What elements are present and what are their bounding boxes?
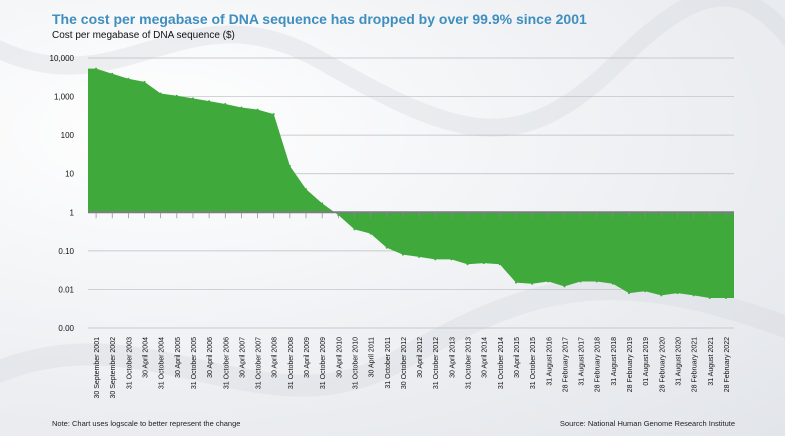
data-point bbox=[482, 262, 485, 265]
data-point bbox=[272, 113, 275, 116]
x-tick-label: 30 April 2010 bbox=[336, 337, 343, 378]
data-point bbox=[321, 202, 324, 205]
x-tick-label: 31 August 2018 bbox=[611, 337, 618, 386]
chart-source: Source: National Human Genome Research I… bbox=[559, 419, 735, 428]
data-point bbox=[191, 97, 194, 100]
x-tick-label: 28 February 2018 bbox=[595, 337, 602, 392]
x-tick-label: 31 October 2007 bbox=[256, 337, 263, 389]
x-tick-label: 31 October 2014 bbox=[498, 337, 505, 389]
cost-area bbox=[88, 68, 734, 298]
data-point bbox=[143, 80, 146, 83]
data-point bbox=[531, 282, 534, 285]
x-tick-label: 31 October 2005 bbox=[191, 337, 198, 389]
data-point bbox=[369, 232, 372, 235]
data-point bbox=[563, 285, 566, 288]
x-tick-label: 28 February 2021 bbox=[692, 337, 699, 392]
x-tick-label: 28 February 2019 bbox=[627, 337, 634, 392]
y-tick-label: 1 bbox=[70, 208, 75, 217]
x-tick-label: 30 April 2007 bbox=[239, 337, 246, 378]
x-tick-label: 31 August 2021 bbox=[708, 337, 715, 386]
data-point bbox=[385, 246, 388, 249]
data-point bbox=[401, 253, 404, 256]
data-point bbox=[547, 280, 550, 283]
x-tick-label: 30 April 2005 bbox=[175, 337, 182, 378]
data-point bbox=[676, 292, 679, 295]
data-point bbox=[256, 108, 259, 111]
data-point bbox=[159, 92, 162, 95]
x-tick-label: 31 October 2009 bbox=[320, 337, 327, 389]
data-point bbox=[724, 296, 727, 299]
x-tick-label: 31 October 2004 bbox=[159, 337, 166, 389]
y-axis-label: Cost per megabase of DNA sequence ($) bbox=[52, 30, 235, 41]
chart-title: The cost per megabase of DNA sequence ha… bbox=[52, 11, 587, 27]
data-point bbox=[692, 294, 695, 297]
y-tick-label: 0.01 bbox=[58, 285, 74, 294]
y-tick-label: 10 bbox=[65, 170, 74, 179]
data-point bbox=[434, 258, 437, 261]
data-point bbox=[353, 228, 356, 231]
x-tick-label: 30 April 2004 bbox=[143, 337, 150, 378]
data-point bbox=[595, 280, 598, 283]
data-point bbox=[708, 296, 711, 299]
data-point bbox=[224, 103, 227, 106]
x-tick-label: 30 April 2013 bbox=[449, 337, 456, 378]
data-point bbox=[418, 255, 421, 258]
x-tick-label: 01 August 2019 bbox=[643, 337, 650, 386]
data-point bbox=[644, 290, 647, 293]
data-point bbox=[127, 77, 130, 80]
x-tick-label: 30 April 2006 bbox=[207, 337, 214, 378]
x-tick-label: 30 April 2015 bbox=[514, 337, 521, 378]
data-point bbox=[288, 164, 291, 167]
x-tick-label: 31 October 2012 bbox=[433, 337, 440, 389]
y-tick-label: 100 bbox=[61, 131, 75, 140]
x-tick-label: 30 April 2011 bbox=[369, 337, 376, 377]
x-tick-label: 30 September 2002 bbox=[110, 337, 117, 399]
y-tick-label: 1,000 bbox=[54, 93, 75, 102]
x-tick-label: 28 February 2017 bbox=[562, 337, 569, 392]
y-tick-label: 0.10 bbox=[58, 247, 74, 256]
x-tick-label: 30 April 2009 bbox=[304, 337, 311, 378]
x-tick-label: 31 October 2015 bbox=[530, 337, 537, 389]
x-tick-label: 30 April 2014 bbox=[482, 337, 489, 378]
x-tick-label: 31 October 2011 bbox=[385, 337, 392, 389]
y-tick-label: 10,000 bbox=[50, 54, 75, 63]
data-point bbox=[498, 263, 501, 266]
data-point bbox=[208, 100, 211, 103]
data-point bbox=[466, 263, 469, 266]
x-tick-label: 30 April 2012 bbox=[417, 337, 424, 378]
y-tick-label: 0.00 bbox=[58, 324, 74, 333]
x-tick-label: 31 August 2016 bbox=[546, 337, 553, 386]
x-tick-label: 31 October 2013 bbox=[466, 337, 473, 389]
x-tick-label: 31 October 2010 bbox=[352, 337, 359, 389]
x-tick-label: 31 August 2017 bbox=[579, 337, 586, 386]
data-point bbox=[240, 106, 243, 109]
x-tick-label: 28 February 2022 bbox=[724, 337, 731, 392]
x-tick-label: 30 April 2008 bbox=[272, 337, 279, 378]
data-point bbox=[660, 294, 663, 297]
x-tick-label: 31 August 2020 bbox=[675, 337, 682, 386]
data-point bbox=[628, 292, 631, 295]
x-tick-label: 31 October 2008 bbox=[288, 337, 295, 389]
data-point bbox=[305, 188, 308, 191]
x-tick-label: 30 October 2012 bbox=[401, 337, 408, 389]
x-tick-label: 28 February 2020 bbox=[659, 337, 666, 392]
data-point bbox=[514, 281, 517, 284]
x-tick-label: 30 September 2001 bbox=[94, 337, 101, 399]
data-point bbox=[111, 72, 114, 75]
data-point bbox=[95, 67, 98, 70]
data-point bbox=[579, 280, 582, 283]
data-point bbox=[611, 282, 614, 285]
data-point bbox=[175, 94, 178, 97]
x-tick-label: 31 October 2006 bbox=[223, 337, 230, 389]
x-tick-label: 31 October 2003 bbox=[126, 337, 133, 389]
data-point bbox=[450, 258, 453, 261]
chart-note: Note: Chart uses logscale to better repr… bbox=[52, 419, 241, 428]
